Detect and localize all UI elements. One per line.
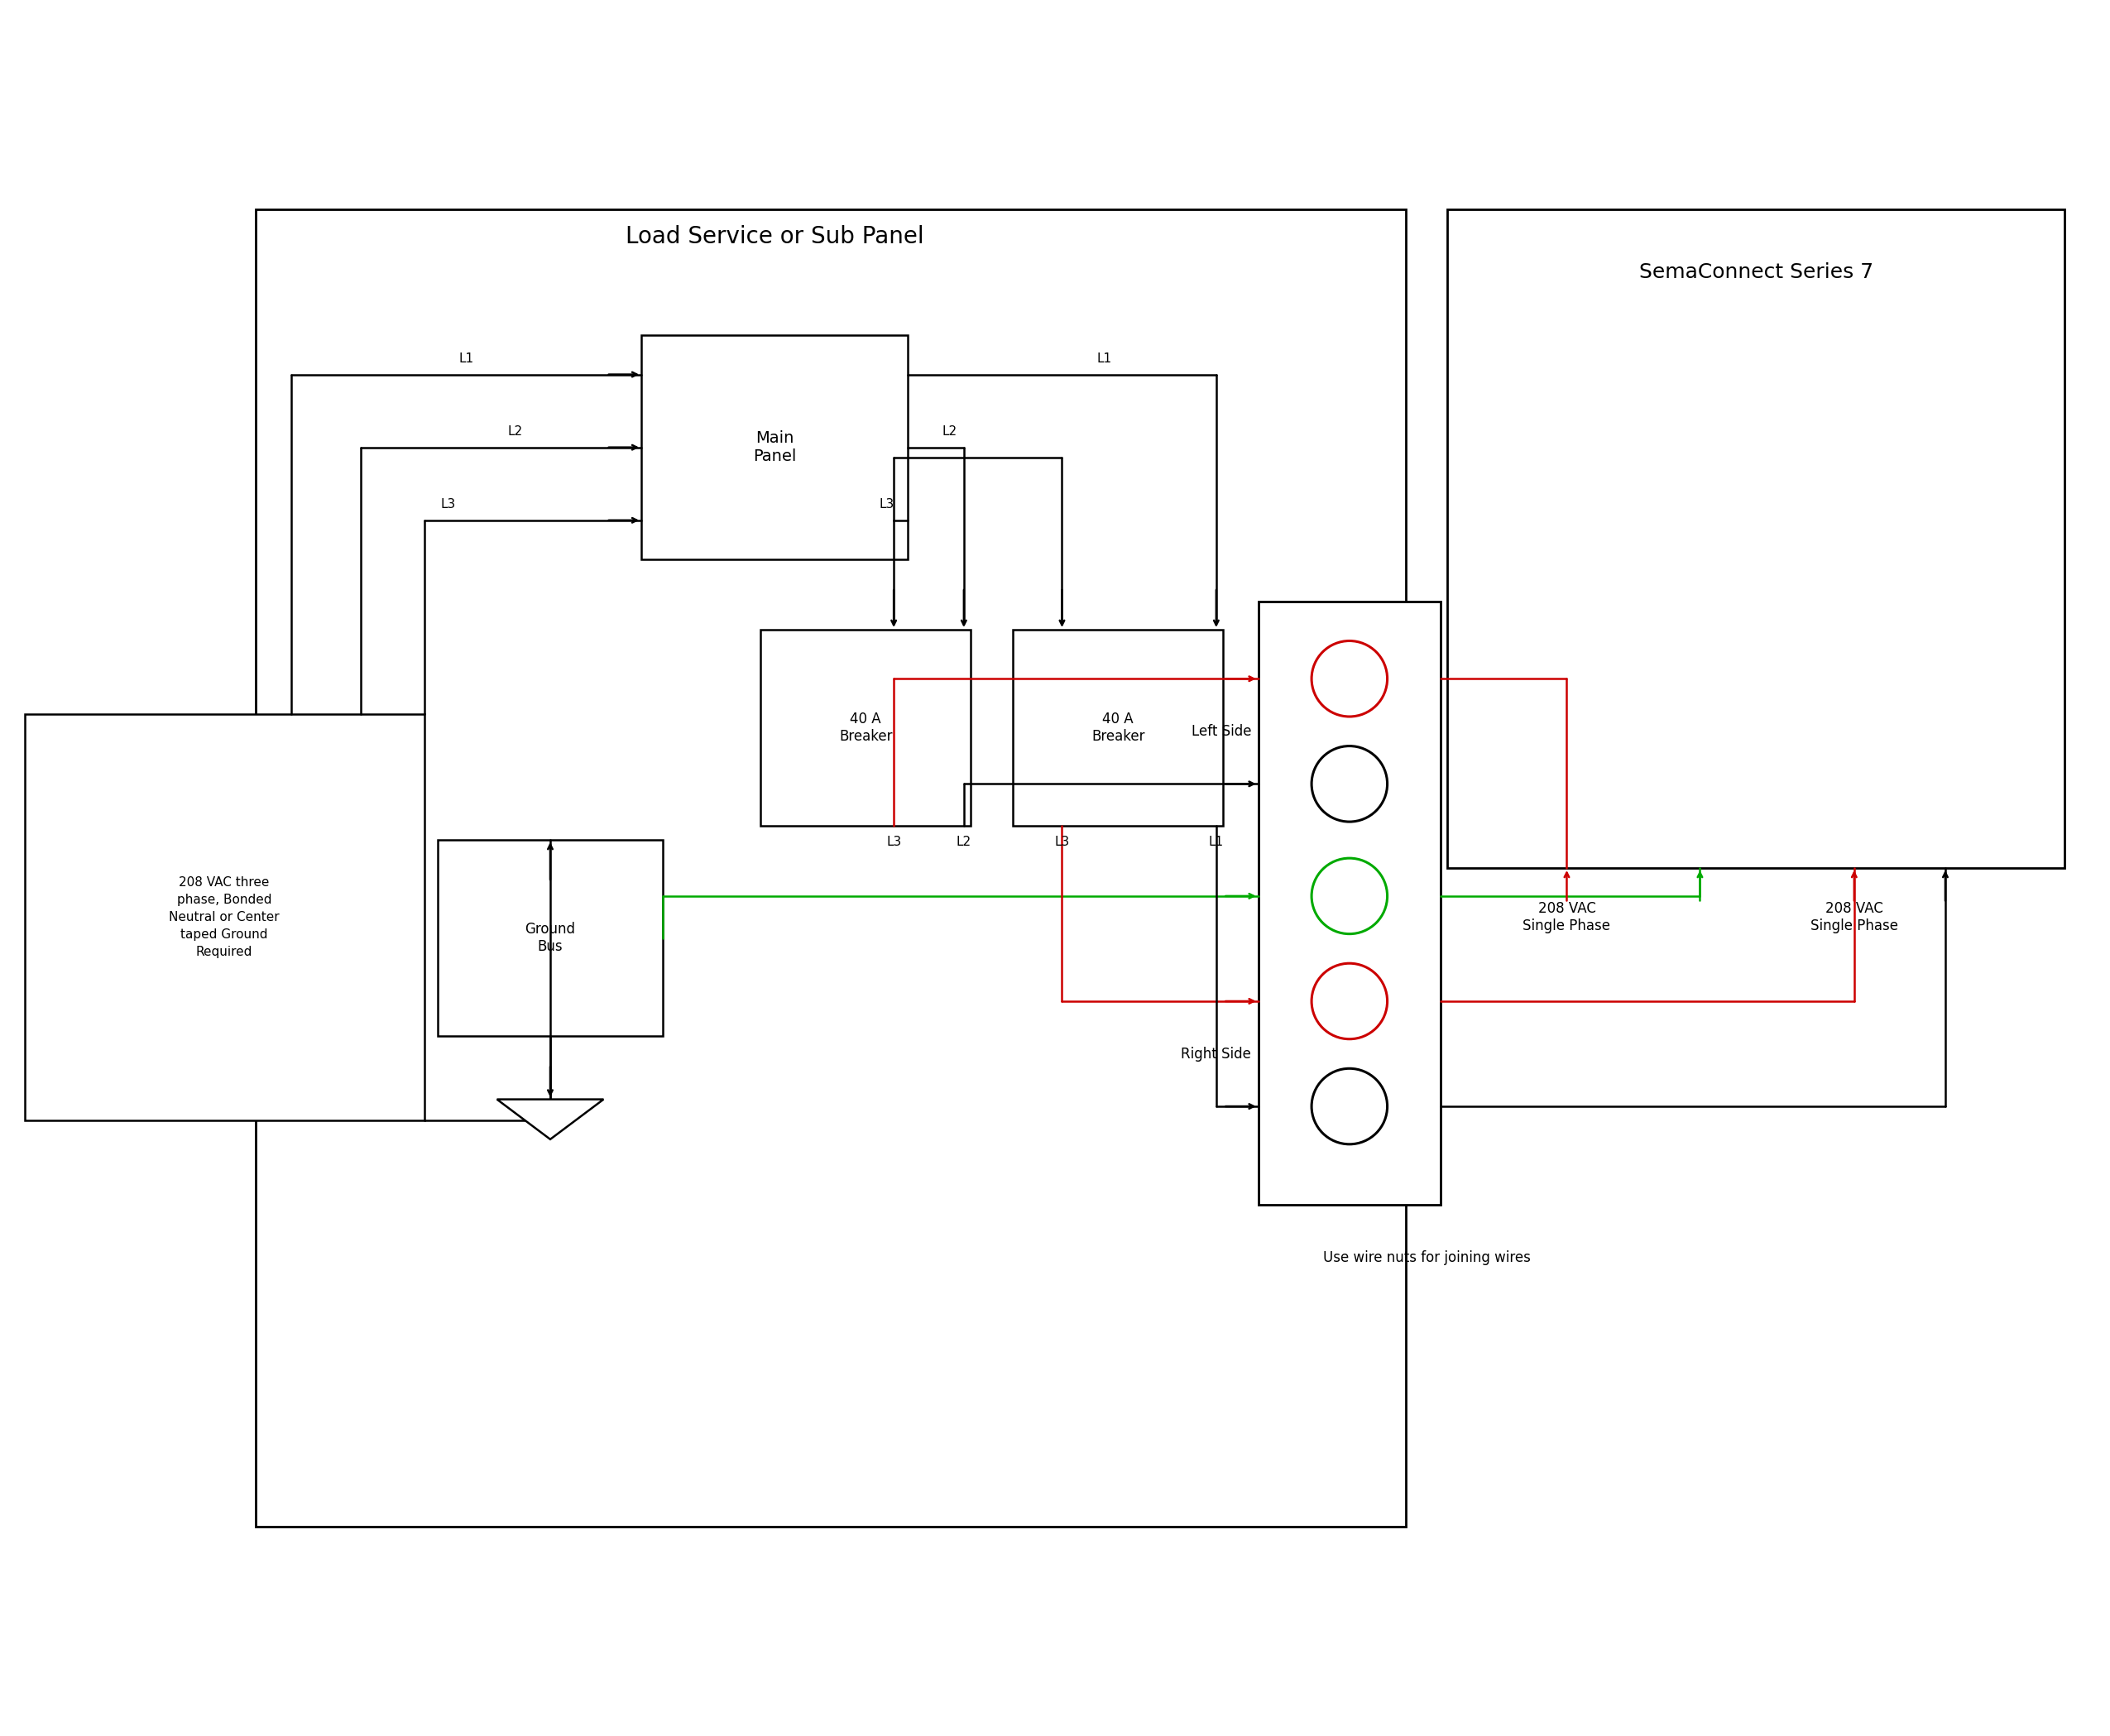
Text: L1: L1	[1209, 835, 1224, 849]
Text: 208 VAC
Single Phase: 208 VAC Single Phase	[1523, 901, 1610, 934]
Text: Right Side: Right Side	[1182, 1047, 1251, 1061]
Circle shape	[1312, 858, 1386, 934]
Text: 40 A
Breaker: 40 A Breaker	[1091, 712, 1146, 743]
Text: L1: L1	[1097, 352, 1112, 365]
Text: L3: L3	[441, 498, 456, 510]
Bar	[1013, 630, 1224, 826]
Text: Ground
Bus: Ground Bus	[525, 922, 576, 955]
Text: Use wire nuts for joining wires: Use wire nuts for joining wires	[1323, 1250, 1530, 1266]
Bar	[25, 713, 424, 1120]
Bar	[1447, 208, 2064, 868]
Text: L3: L3	[886, 835, 901, 849]
Text: L1: L1	[458, 352, 473, 365]
Text: Left Side: Left Side	[1192, 724, 1251, 740]
Text: 208 VAC
Single Phase: 208 VAC Single Phase	[1810, 901, 1899, 934]
Text: Main
Panel: Main Panel	[753, 431, 795, 464]
Circle shape	[1312, 746, 1386, 821]
Text: L3: L3	[1055, 835, 1070, 849]
Text: L2: L2	[943, 425, 958, 437]
Text: Load Service or Sub Panel: Load Service or Sub Panel	[625, 226, 924, 248]
Circle shape	[1312, 1068, 1386, 1144]
Bar	[641, 335, 907, 559]
Circle shape	[1312, 641, 1386, 717]
Polygon shape	[498, 1099, 603, 1139]
Bar	[255, 208, 1405, 1528]
Text: L2: L2	[509, 425, 523, 437]
Bar	[1258, 602, 1441, 1205]
Text: L3: L3	[880, 498, 895, 510]
Bar	[439, 840, 663, 1036]
Bar	[760, 630, 971, 826]
Text: SemaConnect Series 7: SemaConnect Series 7	[1639, 262, 1874, 281]
Text: 208 VAC three
phase, Bonded
Neutral or Center
taped Ground
Required: 208 VAC three phase, Bonded Neutral or C…	[169, 877, 279, 958]
Text: 40 A
Breaker: 40 A Breaker	[840, 712, 893, 743]
Text: L2: L2	[956, 835, 971, 849]
Circle shape	[1312, 963, 1386, 1040]
